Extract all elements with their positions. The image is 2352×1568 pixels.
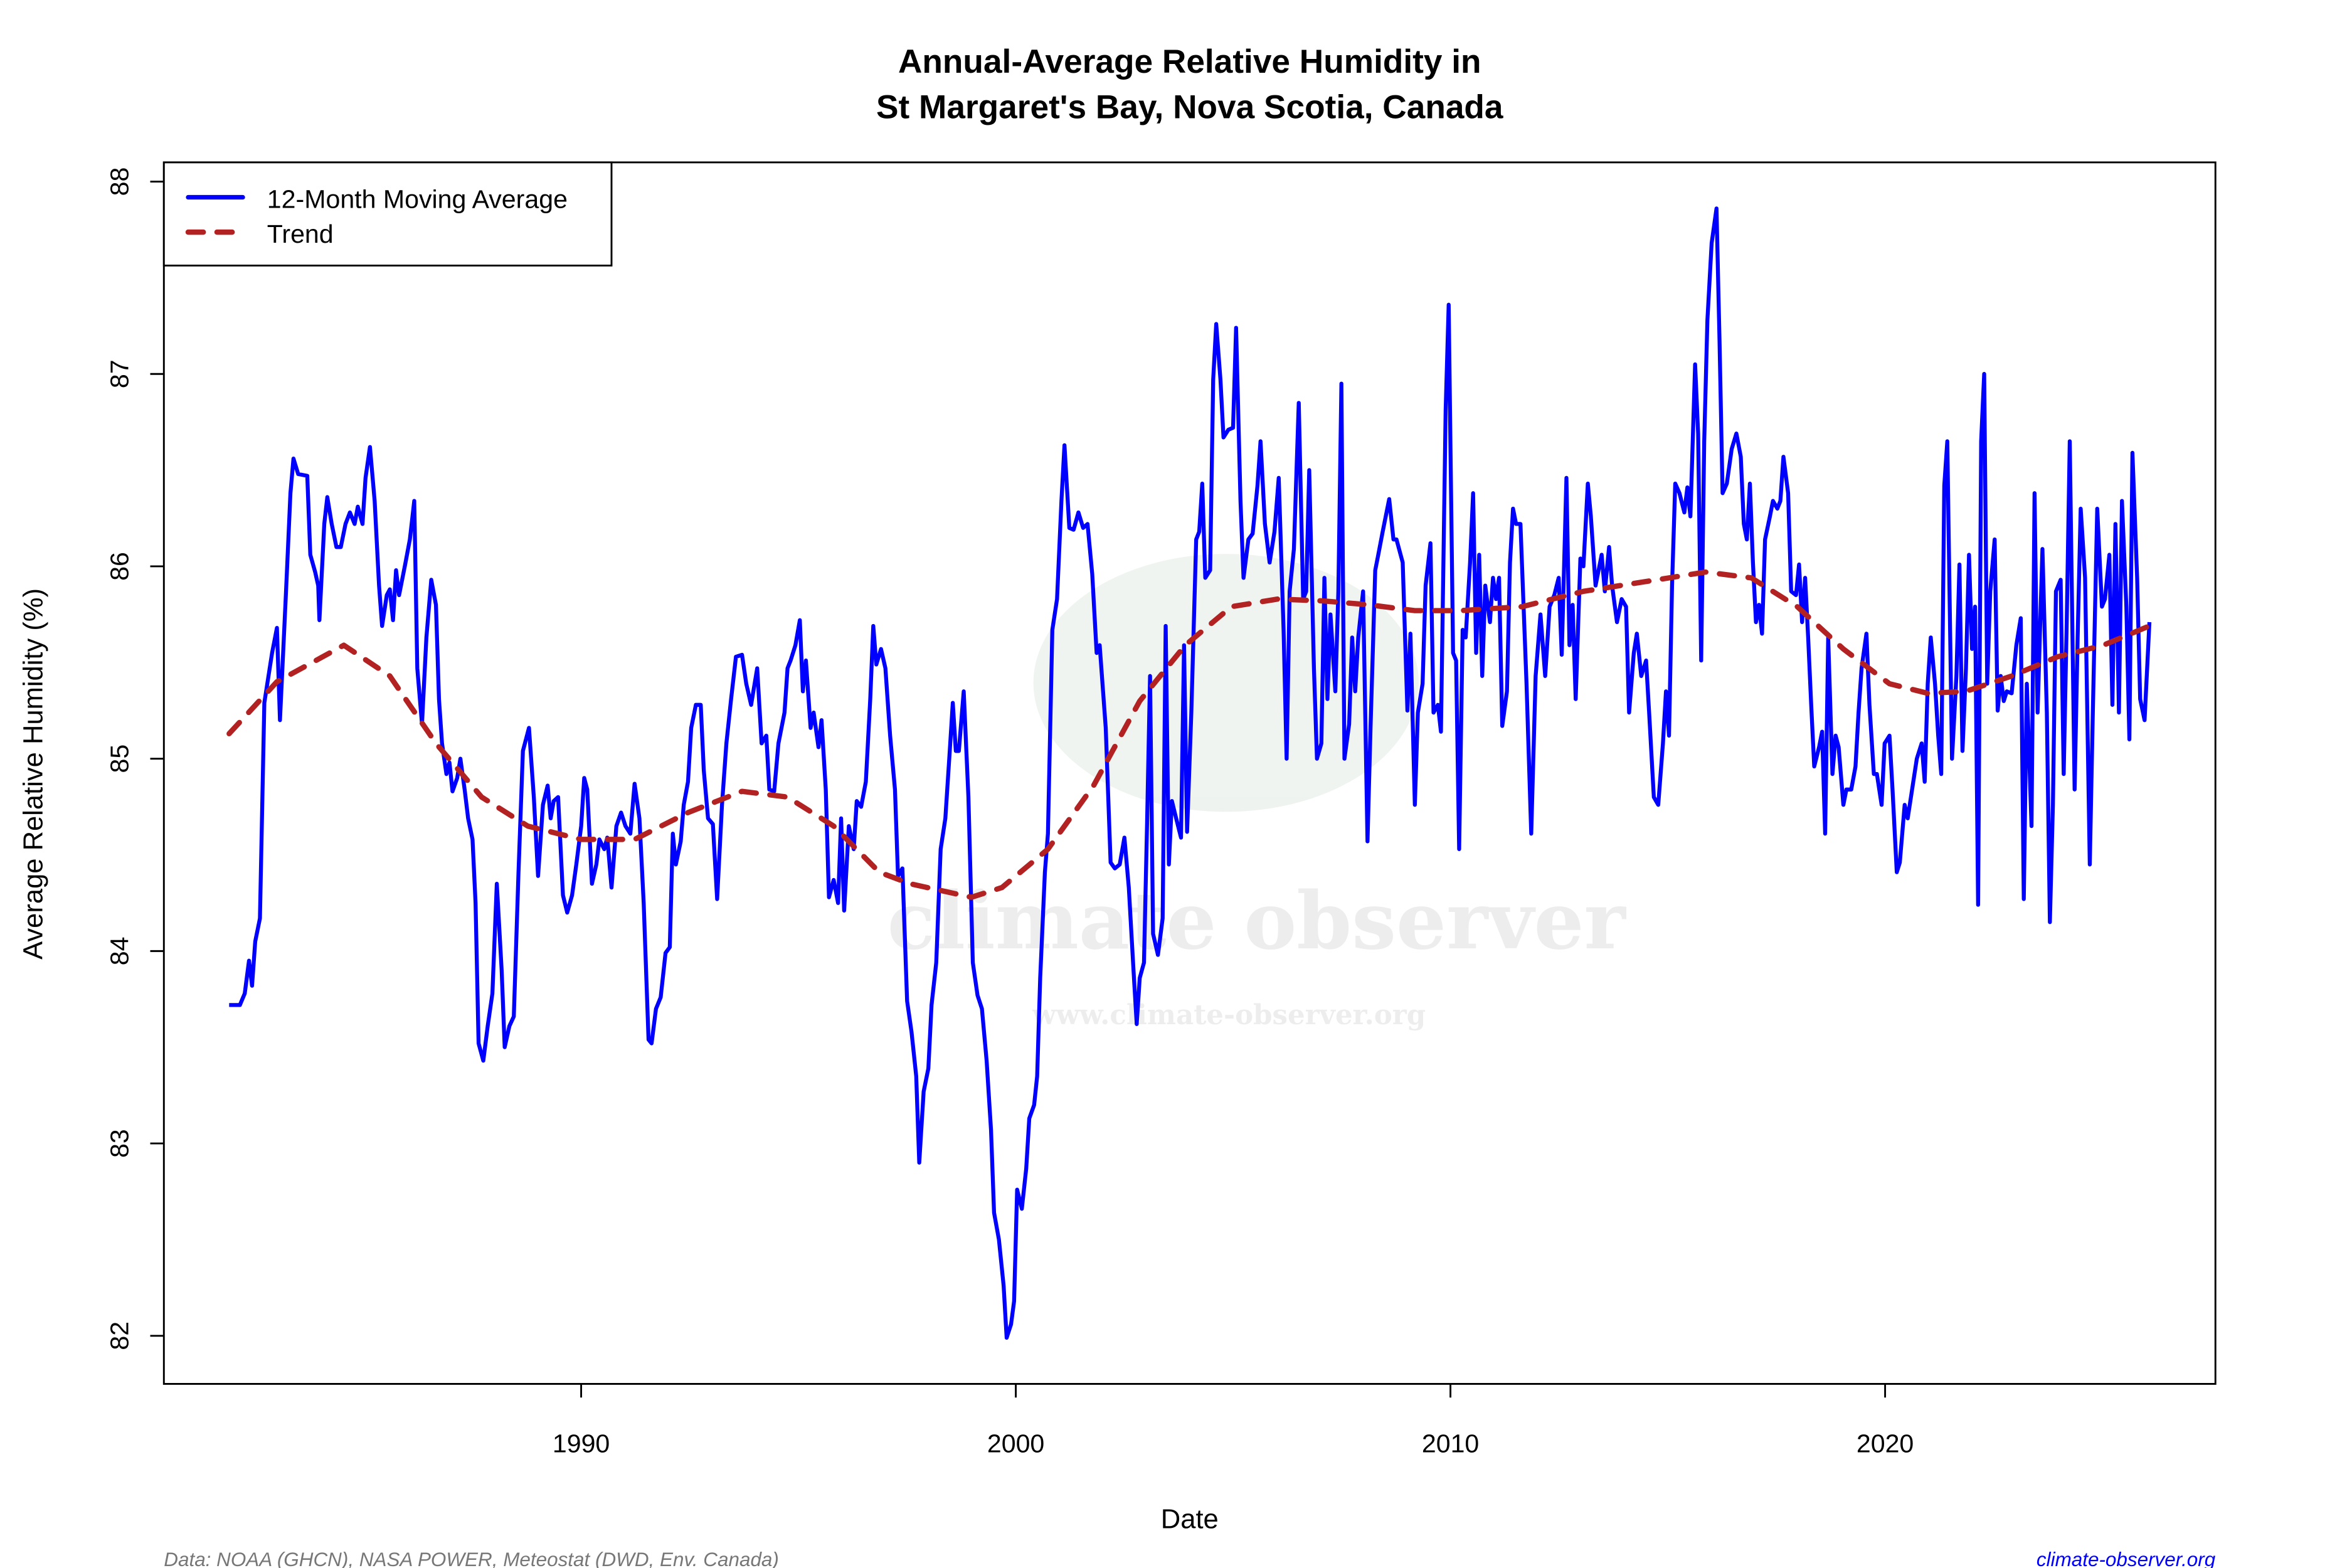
x-tick-label: 2000 <box>987 1429 1044 1458</box>
legend-label-moving-average: 12-Month Moving Average <box>267 184 568 213</box>
data-source-note: Data: NOAA (GHCN), NASA POWER, Meteostat… <box>164 1549 779 1568</box>
watermark-name: climate observer <box>887 874 1627 967</box>
y-tick-label: 88 <box>105 167 134 196</box>
legend-box <box>162 161 613 267</box>
axes: 1990 2000 2010 2020 82 83 84 85 86 87 88 <box>105 167 1914 1458</box>
y-tick-label: 85 <box>105 744 134 773</box>
watermark-url: www.climate-observer.org <box>1032 999 1426 1031</box>
chart-title: Annual-Average Relative Humidity in <box>898 43 1481 80</box>
plot-frame <box>162 161 2217 1385</box>
x-axis-label: Date <box>1161 1504 1219 1534</box>
watermark: climate observer www.climate-observer.or… <box>887 554 1627 1031</box>
site-link[interactable]: climate-observer.org <box>2037 1549 2216 1568</box>
y-tick-label: 86 <box>105 552 134 581</box>
x-tick-label: 2020 <box>1857 1429 1914 1458</box>
series-line-trend <box>226 569 2153 900</box>
y-tick-label: 87 <box>105 359 134 388</box>
x-tick-label: 1990 <box>553 1429 610 1458</box>
legend: 12-Month Moving Average Trend <box>162 161 613 267</box>
y-tick-label: 84 <box>105 937 134 966</box>
x-tick-label: 2010 <box>1422 1429 1479 1458</box>
plot-area <box>226 206 2153 1340</box>
legend-label-trend: Trend <box>267 220 334 248</box>
watermark-logo <box>1033 554 1419 812</box>
y-tick-label: 83 <box>105 1129 134 1158</box>
chart-subtitle: St Margaret's Bay, Nova Scotia, Canada <box>876 89 1503 126</box>
y-axis-label: Average Relative Humidity (%) <box>19 588 49 960</box>
y-tick-label: 82 <box>105 1322 134 1350</box>
series-line-moving-average <box>229 206 2152 1340</box>
